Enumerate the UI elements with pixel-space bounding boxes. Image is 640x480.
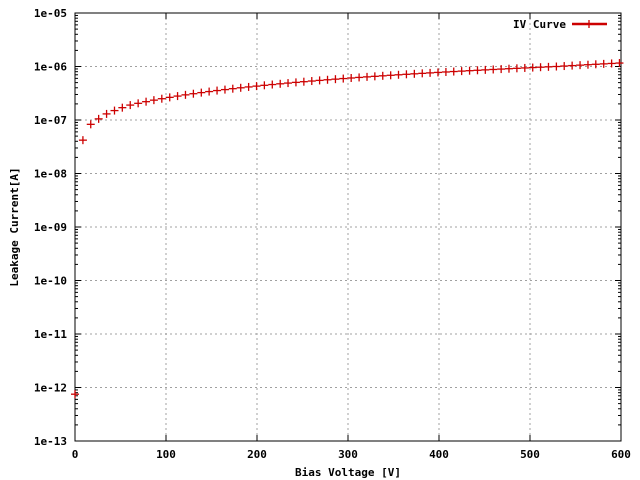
data-point (291, 78, 300, 87)
data-point (284, 79, 293, 88)
data-point (591, 60, 600, 69)
grid (75, 13, 621, 441)
data-point (189, 89, 198, 98)
data-point (86, 120, 95, 129)
data-point (173, 92, 182, 101)
data-point (299, 77, 308, 86)
data-point (268, 80, 277, 89)
data-point (520, 63, 529, 72)
x-tick-label: 200 (247, 448, 267, 461)
data-point (615, 59, 624, 68)
tick-labels: 0 100 200 300 400 500 600 1e-13 1e-12 1e-11 1e-10 1… (34, 7, 631, 461)
data-point (497, 65, 506, 74)
y-axis-title: Leakage Current[A] (8, 167, 21, 286)
data-point (568, 61, 577, 70)
data-point (260, 81, 269, 90)
y-tick-label: 1e-08 (34, 168, 67, 181)
data-point (110, 106, 119, 115)
data-point (441, 67, 450, 76)
data-point (394, 70, 403, 79)
data-point (465, 66, 474, 75)
data-point (244, 82, 253, 91)
data-point (157, 94, 166, 103)
y-tick-label: 1e-07 (34, 114, 67, 127)
data-point (402, 70, 411, 79)
data-point (315, 76, 324, 85)
data-point (78, 136, 87, 145)
data-point (118, 103, 127, 112)
x-tick-label: 500 (520, 448, 540, 461)
data-point (252, 82, 261, 91)
data-point (220, 85, 229, 94)
x-axis-title: Bias Voltage [V] (295, 466, 401, 479)
data-point (339, 74, 348, 83)
data-point (165, 93, 174, 102)
x-tick-label: 100 (156, 448, 176, 461)
data-point (457, 67, 466, 76)
data-point (102, 109, 111, 118)
data-point (181, 90, 190, 99)
plot-frame (74, 12, 622, 442)
data-point (149, 96, 158, 105)
y-tick-label: 1e-12 (34, 382, 67, 395)
y-tick-label: 1e-10 (34, 275, 67, 288)
data-point (481, 65, 490, 74)
data-point (94, 114, 103, 123)
data-point (378, 71, 387, 80)
data-point (347, 73, 356, 82)
data-point (276, 79, 285, 88)
data-point (544, 62, 553, 71)
data-point (134, 99, 143, 108)
data-point (576, 61, 585, 70)
data-point (560, 62, 569, 71)
data-point (386, 71, 395, 80)
data-point (426, 68, 435, 77)
data-point (228, 84, 237, 93)
data-point (599, 59, 608, 68)
data-point (528, 63, 537, 72)
iv-curve-points (71, 59, 624, 399)
data-point (512, 64, 521, 73)
data-point (363, 72, 372, 81)
data-point (370, 72, 379, 81)
x-tick-label: 400 (429, 448, 449, 461)
x-tick-label: 600 (611, 448, 631, 461)
data-point (331, 75, 340, 84)
legend: IV Curve (513, 18, 607, 31)
y-tick-label: 1e-09 (34, 221, 67, 234)
data-point (607, 59, 616, 68)
data-point (449, 67, 458, 76)
data-point (410, 69, 419, 78)
data-point (355, 73, 364, 82)
y-tick-label: 1e-06 (34, 61, 67, 74)
data-point (418, 69, 427, 78)
data-point (504, 64, 513, 73)
data-point (126, 101, 135, 110)
data-point (236, 83, 245, 92)
y-tick-label: 1e-05 (34, 7, 67, 20)
y-tick-label: 1e-13 (34, 435, 67, 448)
data-point (323, 75, 332, 84)
data-point (142, 97, 151, 106)
data-point (552, 62, 561, 71)
x-tick-label: 0 (72, 448, 79, 461)
data-point (205, 87, 214, 96)
legend-label: IV Curve (513, 18, 566, 31)
x-tick-label: 300 (338, 448, 358, 461)
y-tick-label: 1e-11 (34, 328, 67, 341)
data-point (433, 68, 442, 77)
data-point (536, 63, 545, 72)
data-point (197, 88, 206, 97)
data-point (213, 86, 222, 95)
data-point (71, 390, 79, 399)
data-point (473, 66, 482, 75)
data-point (307, 77, 316, 86)
data-point (489, 65, 498, 74)
data-point (583, 60, 592, 69)
